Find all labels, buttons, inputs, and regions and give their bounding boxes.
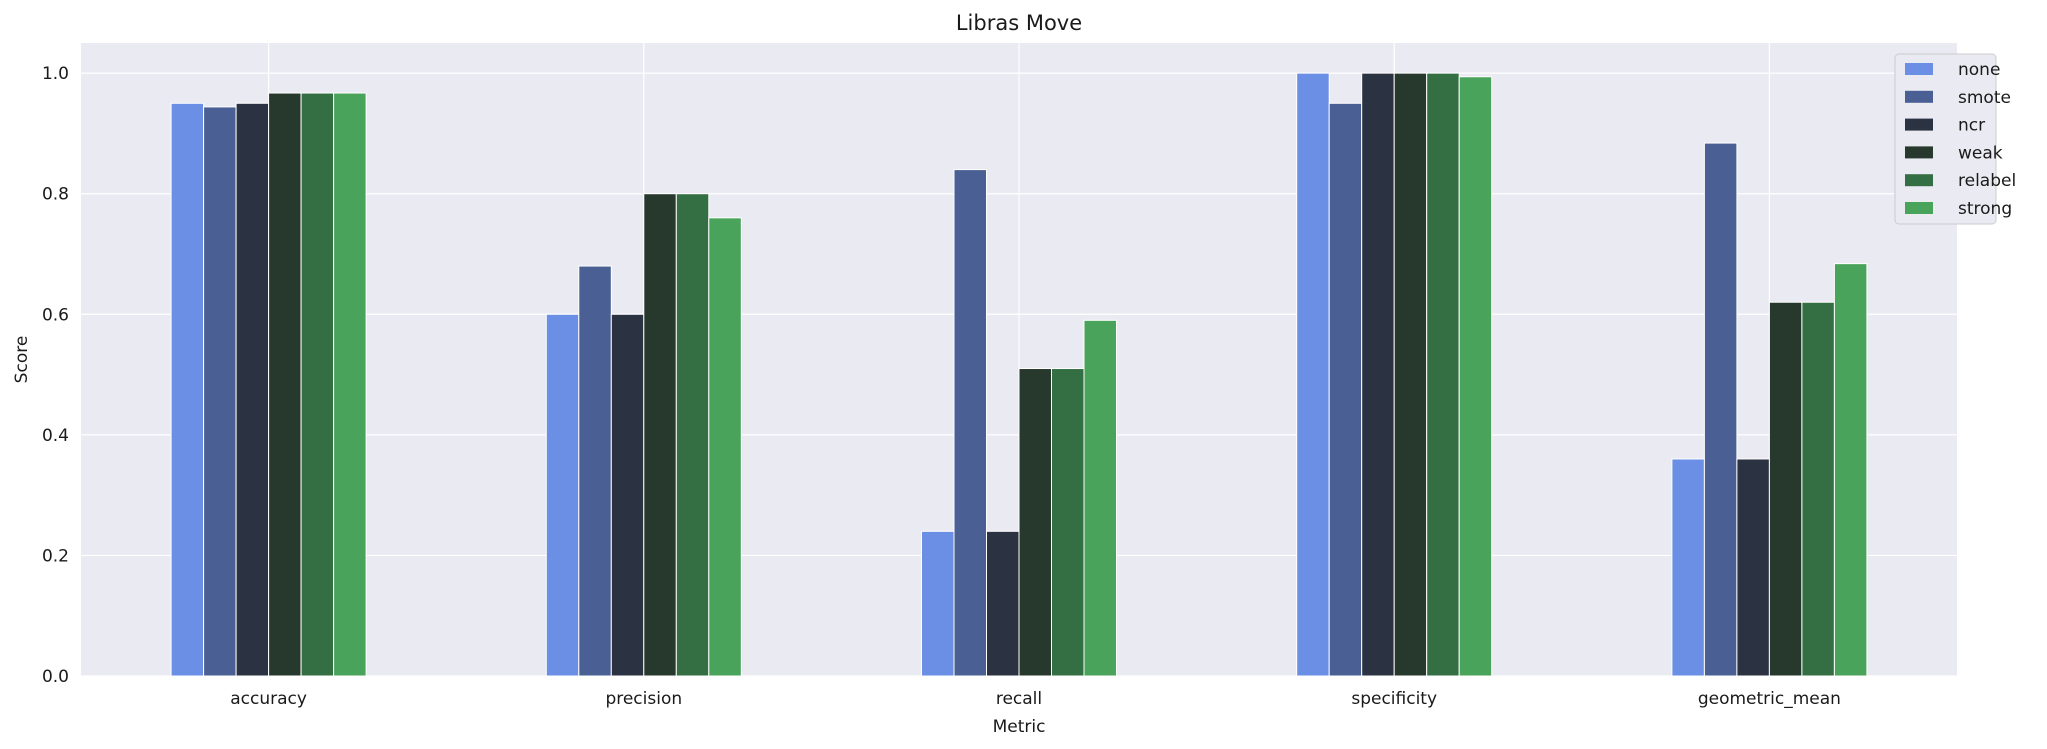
y-tick-label: 0.4 <box>42 426 69 446</box>
bar-relabel-specificity <box>1426 72 1460 677</box>
bar-strong-accuracy <box>333 92 367 677</box>
bar-weak-accuracy <box>268 92 302 677</box>
bar-smote-precision <box>578 265 612 677</box>
legend: none smote ncr weak relabel strong <box>1894 53 2016 225</box>
legend-label-strong: strong <box>1958 199 2012 219</box>
x-tick-label: accuracy <box>230 689 307 709</box>
x-tick-label: precision <box>605 689 682 709</box>
legend-label-none: none <box>1958 60 2000 80</box>
bar-ncr-recall <box>986 530 1020 677</box>
y-tick-label: 0.8 <box>42 185 69 205</box>
legend-label-ncr: ncr <box>1958 116 1985 136</box>
bar-strong-geometric_mean <box>1833 263 1868 677</box>
bar-weak-recall <box>1018 368 1052 677</box>
bar-ncr-precision <box>610 313 645 677</box>
y-tick-label: 0.0 <box>42 667 69 687</box>
legend-swatch-none <box>1905 63 1933 75</box>
legend-label-relabel: relabel <box>1958 171 2016 191</box>
y-tick-label: 0.2 <box>42 546 69 566</box>
legend-swatch-strong <box>1905 202 1933 214</box>
bar-none-recall <box>921 530 955 677</box>
bar-none-accuracy <box>170 102 205 677</box>
x-axis-label: Metric <box>993 717 1046 737</box>
bar-relabel-recall <box>1051 368 1085 677</box>
bar-strong-specificity <box>1458 76 1493 677</box>
bar-smote-geometric_mean <box>1703 142 1738 677</box>
bar-none-geometric_mean <box>1671 458 1705 677</box>
legend-swatch-weak <box>1905 146 1933 159</box>
bar-weak-specificity <box>1393 72 1428 677</box>
bar-ncr-specificity <box>1361 72 1395 677</box>
x-tick-label: geometric_mean <box>1698 689 1841 709</box>
bar-smote-specificity <box>1328 102 1363 677</box>
x-tick-label: specificity <box>1351 689 1437 709</box>
bar-relabel-accuracy <box>300 92 335 677</box>
legend-swatch-relabel <box>1905 174 1933 187</box>
bar-relabel-geometric_mean <box>1801 301 1835 677</box>
chart-title: Libras Move <box>956 11 1082 35</box>
y-tick-label: 1.0 <box>42 64 69 84</box>
bar-none-specificity <box>1296 72 1330 677</box>
bar-strong-recall <box>1083 319 1117 677</box>
y-tick-label: 0.6 <box>42 305 69 325</box>
legend-label-weak: weak <box>1958 143 2003 163</box>
y-axis-label: Score <box>12 336 32 384</box>
x-tick-label: recall <box>996 689 1042 709</box>
y-axis-ticks: 0.0 0.2 0.4 0.6 0.8 1.0 <box>42 64 69 687</box>
bar-none-precision <box>545 313 580 677</box>
bar-relabel-precision <box>675 193 710 677</box>
bar-smote-recall <box>953 169 987 677</box>
bar-strong-precision <box>708 217 742 677</box>
bar-ncr-accuracy <box>235 102 270 677</box>
bars <box>170 72 1868 677</box>
legend-label-smote: smote <box>1958 88 2011 108</box>
bar-weak-precision <box>643 193 677 677</box>
bar-weak-geometric_mean <box>1768 301 1803 677</box>
bar-ncr-geometric_mean <box>1736 458 1770 677</box>
legend-swatch-smote <box>1905 90 1933 103</box>
legend-swatch-ncr <box>1905 118 1933 131</box>
bar-smote-accuracy <box>203 106 237 677</box>
x-axis-ticks: accuracy precision recall specificity geomet… <box>230 689 1841 709</box>
